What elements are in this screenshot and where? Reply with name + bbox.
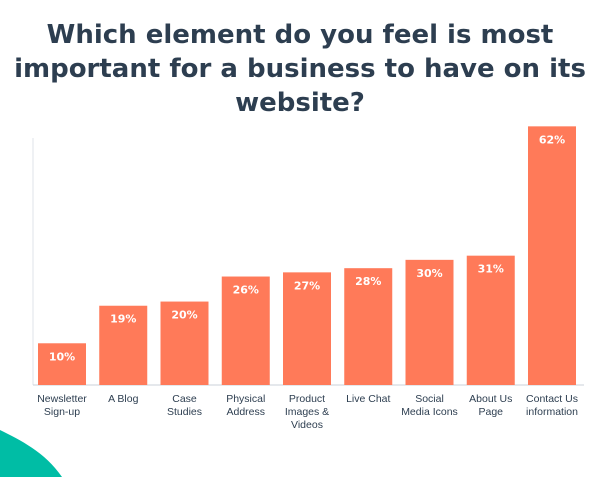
category-label-line: Studies	[167, 406, 202, 418]
bar-4	[221, 276, 270, 385]
category-label-line: A Blog	[108, 393, 139, 405]
bar-value-label-5: 27%	[294, 279, 320, 292]
category-label-line: Social	[415, 393, 444, 405]
chart-title: Which element do you feel is most import…	[0, 18, 600, 120]
bar-7	[405, 259, 454, 385]
category-label-line: Videos	[291, 419, 323, 431]
category-label-line: Product	[289, 393, 325, 405]
category-label-5: Product Images & Videos	[285, 393, 329, 431]
bar-value-label-4: 26%	[233, 284, 259, 297]
category-labels-group: Newsletter Sign-up A Blog Case Studies Physic…	[37, 393, 578, 431]
bar-value-label-6: 28%	[355, 275, 381, 288]
category-label-line: About Us	[469, 393, 512, 405]
bar-9	[528, 126, 576, 385]
category-label-9: Contact Us information	[526, 393, 578, 418]
bar-value-label-2: 19%	[110, 313, 136, 326]
category-label-line: Physical	[226, 393, 265, 405]
bar-value-label-9: 62%	[539, 133, 565, 146]
category-label-line: Media Icons	[401, 406, 458, 418]
bar-value-label-7: 30%	[416, 267, 442, 280]
bar-8	[466, 255, 515, 385]
category-label-2: A Blog	[108, 393, 139, 405]
category-label-line: Page	[478, 406, 503, 418]
corner-wave-shape	[0, 430, 62, 477]
bar-5	[283, 272, 331, 385]
category-label-line: Case	[172, 393, 197, 405]
bar-1	[38, 343, 86, 385]
category-label-1: Newsletter Sign-up	[37, 393, 87, 418]
category-label-7: Social Media Icons	[401, 393, 458, 418]
category-label-4: Physical Address	[226, 393, 265, 418]
bar-value-label-3: 20%	[171, 309, 197, 322]
bar-value-label-1: 10%	[49, 350, 75, 363]
category-label-line: Contact Us	[526, 393, 578, 405]
bar-2	[99, 305, 148, 385]
category-label-line: Newsletter	[37, 393, 87, 405]
bar-6	[344, 268, 393, 385]
bar-value-label-8: 31%	[478, 263, 504, 276]
category-label-line: information	[526, 406, 578, 418]
chart-title-line-2: important for a business to have on its	[14, 54, 586, 84]
category-label-3: Case Studies	[167, 393, 202, 418]
category-label-line: Live Chat	[346, 393, 390, 405]
bar-labels-group: 10% 19% 20% 26% 27% 28% 30% 31% 62%	[49, 133, 565, 363]
category-label-line: Images &	[285, 406, 329, 418]
chart-title-line-3: website?	[235, 88, 365, 118]
category-label-6: Live Chat	[346, 393, 390, 405]
chart-title-line-1: Which element do you feel is most	[46, 20, 554, 50]
bars-group	[38, 126, 576, 385]
bar-3	[160, 301, 209, 385]
category-label-8: About Us Page	[469, 393, 512, 418]
category-label-line: Address	[226, 406, 265, 418]
category-label-line: Sign-up	[44, 406, 80, 418]
